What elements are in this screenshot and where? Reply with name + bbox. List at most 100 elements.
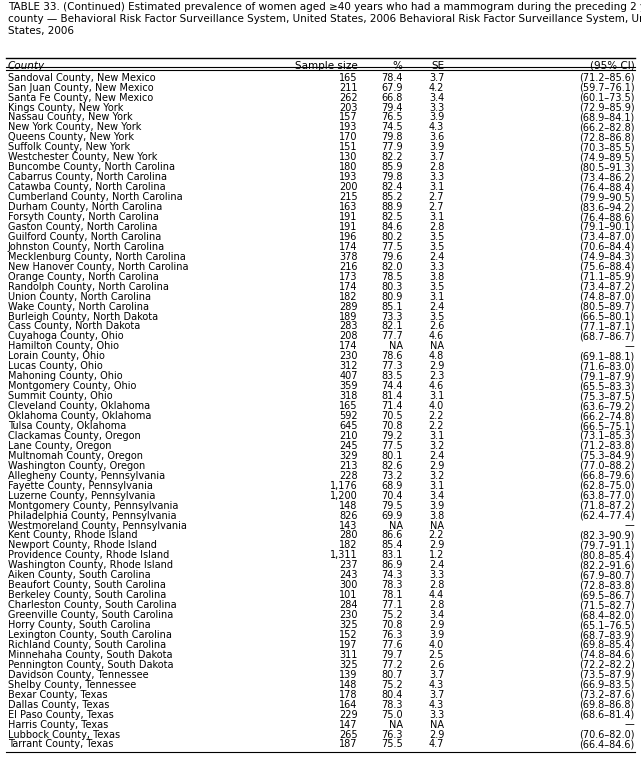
Text: 2.8: 2.8 [429, 162, 444, 173]
Text: 2.2: 2.2 [429, 531, 444, 540]
Text: Washington County, Rhode Island: Washington County, Rhode Island [8, 560, 172, 570]
Text: 67.9: 67.9 [381, 83, 403, 92]
Text: Queens County, New York: Queens County, New York [8, 132, 134, 142]
Text: 148: 148 [339, 680, 358, 690]
Text: 3.7: 3.7 [429, 73, 444, 83]
Text: 3.9: 3.9 [429, 113, 444, 123]
Text: 3.9: 3.9 [429, 630, 444, 640]
Text: 4.0: 4.0 [429, 640, 444, 650]
Text: (68.9–84.1): (68.9–84.1) [579, 113, 635, 123]
Text: 229: 229 [339, 709, 358, 720]
Text: (75.6–88.4): (75.6–88.4) [579, 262, 635, 272]
Text: (72.8–86.8): (72.8–86.8) [579, 132, 635, 142]
Text: 130: 130 [339, 152, 358, 162]
Text: 210: 210 [339, 431, 358, 441]
Text: Bexar County, Texas: Bexar County, Texas [8, 690, 107, 699]
Text: (66.5–75.1): (66.5–75.1) [579, 421, 635, 431]
Text: 173: 173 [339, 272, 358, 282]
Text: NA: NA [388, 720, 403, 730]
Text: 174: 174 [339, 341, 358, 351]
Text: Guilford County, North Carolina: Guilford County, North Carolina [8, 232, 161, 242]
Text: 2.7: 2.7 [429, 192, 444, 202]
Text: Catawba County, North Carolina: Catawba County, North Carolina [8, 182, 165, 192]
Text: 4.0: 4.0 [429, 401, 444, 411]
Text: 2.9: 2.9 [429, 540, 444, 550]
Text: 74.5: 74.5 [381, 123, 403, 132]
Text: Nassau County, New York: Nassau County, New York [8, 113, 132, 123]
Text: 191: 191 [339, 212, 358, 222]
Text: 182: 182 [339, 540, 358, 550]
Text: 85.9: 85.9 [381, 162, 403, 173]
Text: 3.1: 3.1 [429, 431, 444, 441]
Text: Johnston County, North Carolina: Johnston County, North Carolina [8, 242, 165, 252]
Text: 645: 645 [339, 421, 358, 431]
Text: 2.4: 2.4 [429, 560, 444, 570]
Text: 265: 265 [339, 730, 358, 740]
Text: 215: 215 [339, 192, 358, 202]
Text: 79.2: 79.2 [381, 431, 403, 441]
Text: (71.2–83.8): (71.2–83.8) [579, 441, 635, 451]
Text: Lane County, Oregon: Lane County, Oregon [8, 441, 111, 451]
Text: (79.1–87.9): (79.1–87.9) [579, 371, 635, 382]
Text: (71.1–85.9): (71.1–85.9) [579, 272, 635, 282]
Text: 2.6: 2.6 [429, 322, 444, 332]
Text: 4.4: 4.4 [429, 590, 444, 600]
Text: (70.6–82.0): (70.6–82.0) [579, 730, 635, 740]
Text: Kings County, New York: Kings County, New York [8, 102, 123, 113]
Text: (73.4–87.0): (73.4–87.0) [579, 232, 635, 242]
Text: 165: 165 [339, 401, 358, 411]
Text: (66.4–84.6): (66.4–84.6) [579, 740, 635, 749]
Text: (73.2–87.6): (73.2–87.6) [579, 690, 635, 699]
Text: (76.4–88.4): (76.4–88.4) [579, 182, 635, 192]
Text: Tarrant County, Texas: Tarrant County, Texas [8, 740, 113, 749]
Text: Greenville County, South Carolina: Greenville County, South Carolina [8, 610, 173, 620]
Text: (95% CI): (95% CI) [590, 61, 635, 70]
Text: 70.5: 70.5 [381, 411, 403, 421]
Text: 76.5: 76.5 [381, 113, 403, 123]
Text: Allegheny County, Pennsylvania: Allegheny County, Pennsylvania [8, 471, 165, 481]
Text: 178: 178 [339, 690, 358, 699]
Text: 81.4: 81.4 [381, 391, 403, 401]
Text: 230: 230 [339, 351, 358, 361]
Text: (66.9–83.5): (66.9–83.5) [579, 680, 635, 690]
Text: NA: NA [430, 521, 444, 531]
Text: 2.7: 2.7 [429, 202, 444, 212]
Text: 164: 164 [339, 699, 358, 709]
Text: 300: 300 [339, 581, 358, 590]
Text: 2.4: 2.4 [429, 252, 444, 262]
Text: (82.3–90.9): (82.3–90.9) [579, 531, 635, 540]
Text: 68.9: 68.9 [381, 481, 403, 491]
Text: 325: 325 [339, 660, 358, 670]
Text: 79.4: 79.4 [381, 102, 403, 113]
Text: (63.8–77.0): (63.8–77.0) [579, 491, 635, 500]
Text: 77.5: 77.5 [381, 441, 403, 451]
Text: 75.2: 75.2 [381, 680, 403, 690]
Text: 77.2: 77.2 [381, 660, 403, 670]
Text: 74.4: 74.4 [381, 382, 403, 391]
Text: —: — [625, 521, 635, 531]
Text: Lorain County, Ohio: Lorain County, Ohio [8, 351, 104, 361]
Text: 147: 147 [339, 720, 358, 730]
Text: Buncombe County, North Carolina: Buncombe County, North Carolina [8, 162, 175, 173]
Text: 3.5: 3.5 [429, 232, 444, 242]
Text: 78.3: 78.3 [381, 699, 403, 709]
Text: 2.4: 2.4 [429, 451, 444, 461]
Text: 2.4: 2.4 [429, 301, 444, 312]
Text: (73.4–86.2): (73.4–86.2) [579, 172, 635, 182]
Text: NA: NA [388, 341, 403, 351]
Text: 83.1: 83.1 [381, 550, 403, 560]
Text: 85.4: 85.4 [381, 540, 403, 550]
Text: 82.1: 82.1 [381, 322, 403, 332]
Text: (67.9–80.7): (67.9–80.7) [579, 570, 635, 581]
Text: (74.9–89.5): (74.9–89.5) [579, 152, 635, 162]
Text: 157: 157 [339, 113, 358, 123]
Text: Orange County, North Carolina: Orange County, North Carolina [8, 272, 158, 282]
Text: (68.6–81.4): (68.6–81.4) [579, 709, 635, 720]
Text: (69.8–85.4): (69.8–85.4) [579, 640, 635, 650]
Text: 4.2: 4.2 [429, 83, 444, 92]
Text: New York County, New York: New York County, New York [8, 123, 141, 132]
Text: 76.3: 76.3 [381, 630, 403, 640]
Text: (82.2–91.6): (82.2–91.6) [579, 560, 635, 570]
Text: 69.9: 69.9 [381, 510, 403, 521]
Text: (68.7–86.7): (68.7–86.7) [579, 332, 635, 341]
